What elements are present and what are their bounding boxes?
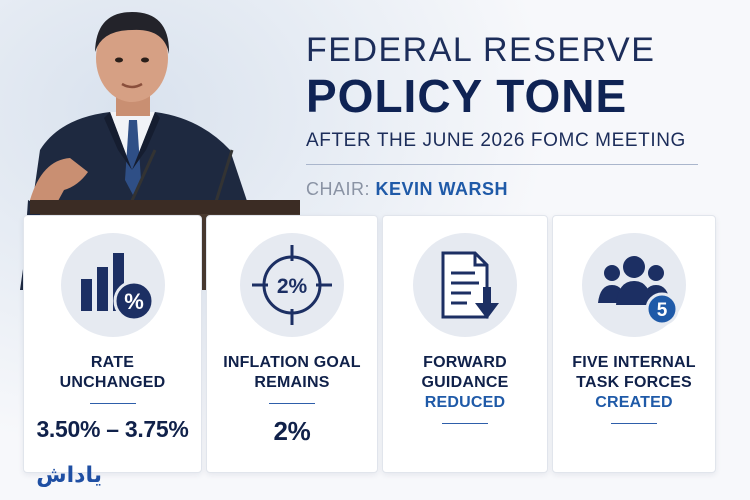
card-value: 3.50% – 3.75% <box>36 416 189 442</box>
card-title: FORWARD GUIDANCE REDUCED <box>383 353 547 413</box>
card-divider <box>269 403 315 404</box>
card-title: INFLATION GOAL REMAINS <box>223 354 361 391</box>
document-down-arrow-icon <box>413 233 517 337</box>
heading-divider <box>306 164 698 165</box>
card-inflation: 2% INFLATION GOAL REMAINS 2% <box>206 215 378 473</box>
brand-logo: یاداش <box>10 456 120 490</box>
card-divider <box>89 403 136 404</box>
card-divider <box>611 423 657 424</box>
card-guidance: FORWARD GUIDANCE REDUCED <box>382 215 548 473</box>
card-rate: % RATE UNCHANGED 3.50% – 3.75% <box>23 215 202 473</box>
title-line-2: POLICY TONE <box>306 70 628 122</box>
card-title-highlight: CREATED <box>595 394 673 411</box>
card-title-highlight: REDUCED <box>424 394 506 411</box>
card-task-forces: 5 FIVE INTERNAL TASK FORCES CREATED <box>552 215 716 473</box>
card-divider <box>442 423 488 424</box>
percent-badge: % <box>124 289 144 314</box>
title-line-1: FEDERAL RESERVE <box>306 31 656 69</box>
chair-line: CHAIR: KEVIN WARSH <box>306 179 706 200</box>
chair-name: KEVIN WARSH <box>375 179 509 199</box>
subtitle: AFTER THE JUNE 2026 FOMC MEETING <box>306 130 686 151</box>
target-icon: 2% <box>240 233 344 337</box>
bar-chart-percent-icon: % <box>60 233 165 337</box>
logo-text: یاداش <box>36 463 102 488</box>
people-group-icon: 5 <box>582 233 686 337</box>
chair-label: CHAIR: <box>306 179 371 199</box>
heading-block: FEDERAL RESERVE POLICY TONE AFTER THE JU… <box>306 32 706 200</box>
target-badge: 2% <box>277 275 308 298</box>
card-value: 2% <box>273 416 311 446</box>
cards-row: % RATE UNCHANGED 3.50% – 3.75% 2% INFLATI… <box>23 215 720 473</box>
card-title: FIVE INTERNAL TASK FORCES CREATED <box>572 354 696 411</box>
number-badge: 5 <box>657 300 668 321</box>
card-title: RATE UNCHANGED <box>59 354 166 391</box>
